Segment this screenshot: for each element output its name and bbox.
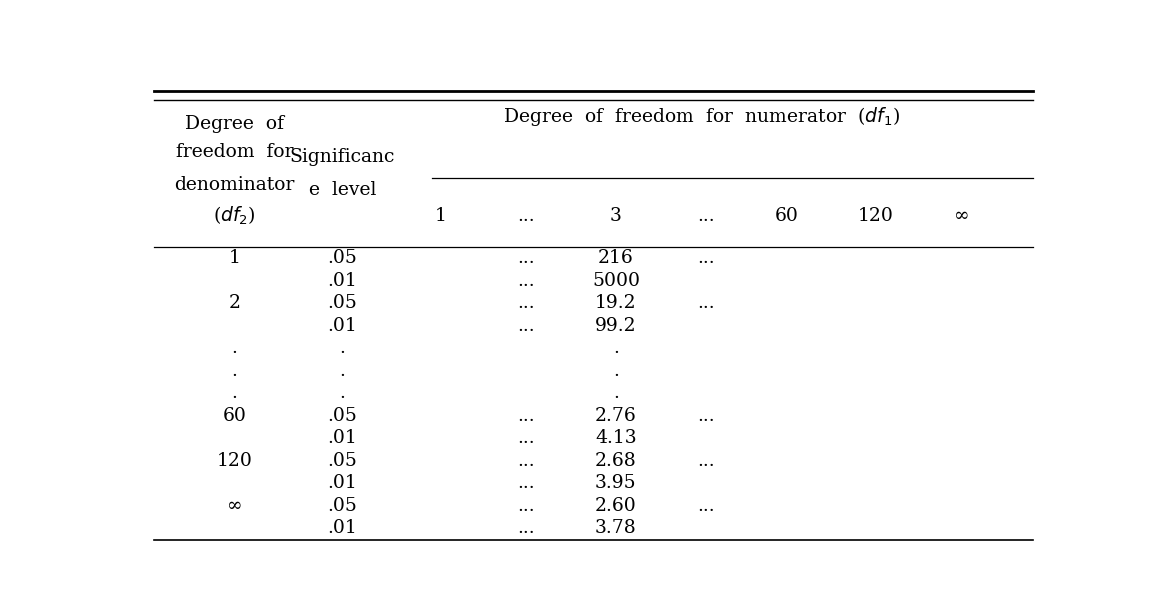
Text: 3: 3	[610, 207, 622, 225]
Text: .: .	[232, 362, 237, 380]
Text: .: .	[232, 339, 237, 357]
Text: 1: 1	[435, 207, 447, 225]
Text: 120: 120	[858, 207, 894, 225]
Text: 2.68: 2.68	[595, 452, 637, 470]
Text: ...: ...	[518, 249, 535, 267]
Text: 2: 2	[228, 294, 241, 312]
Text: 60: 60	[222, 407, 247, 425]
Text: .01: .01	[328, 317, 357, 335]
Text: .: .	[613, 384, 618, 402]
Text: freedom  for: freedom for	[176, 143, 293, 161]
Text: 1: 1	[228, 249, 241, 267]
Text: ...: ...	[697, 249, 714, 267]
Text: .: .	[339, 362, 345, 380]
Text: ...: ...	[518, 407, 535, 425]
Text: ...: ...	[518, 429, 535, 447]
Text: ∞: ∞	[227, 497, 242, 515]
Text: .05: .05	[328, 249, 357, 267]
Text: .: .	[339, 339, 345, 357]
Text: ...: ...	[697, 207, 714, 225]
Text: ...: ...	[518, 452, 535, 470]
Text: ...: ...	[518, 497, 535, 515]
Text: 4.13: 4.13	[595, 429, 637, 447]
Text: Degree  of: Degree of	[185, 115, 284, 132]
Text: .01: .01	[328, 474, 357, 492]
Text: .05: .05	[328, 407, 357, 425]
Text: 99.2: 99.2	[595, 317, 637, 335]
Text: .: .	[339, 384, 345, 402]
Text: 2.60: 2.60	[595, 497, 637, 515]
Text: 5000: 5000	[592, 272, 640, 290]
Text: ...: ...	[697, 497, 714, 515]
Text: e  level: e level	[308, 181, 376, 199]
Text: 3.78: 3.78	[595, 519, 637, 537]
Text: ...: ...	[518, 317, 535, 335]
Text: 216: 216	[598, 249, 633, 267]
Text: ($df_2$): ($df_2$)	[213, 205, 256, 227]
Text: Degree  of  freedom  for  numerator  ($df_1$): Degree of freedom for numerator ($df_1$)	[503, 105, 900, 128]
Text: .05: .05	[328, 294, 357, 312]
Text: .: .	[613, 339, 618, 357]
Text: 3.95: 3.95	[595, 474, 637, 492]
Text: .01: .01	[328, 429, 357, 447]
Text: Significanc: Significanc	[290, 148, 395, 166]
Text: ...: ...	[697, 294, 714, 312]
Text: 60: 60	[775, 207, 798, 225]
Text: 19.2: 19.2	[595, 294, 637, 312]
Text: ...: ...	[518, 272, 535, 290]
Text: denominator: denominator	[175, 176, 294, 195]
Text: ...: ...	[518, 519, 535, 537]
Text: ...: ...	[697, 452, 714, 470]
Text: ...: ...	[518, 294, 535, 312]
Text: ...: ...	[697, 407, 714, 425]
Text: ...: ...	[518, 474, 535, 492]
Text: .05: .05	[328, 497, 357, 515]
Text: .05: .05	[328, 452, 357, 470]
Text: .01: .01	[328, 272, 357, 290]
Text: 2.76: 2.76	[595, 407, 637, 425]
Text: ∞: ∞	[954, 207, 969, 225]
Text: .: .	[232, 384, 237, 402]
Text: .01: .01	[328, 519, 357, 537]
Text: 120: 120	[217, 452, 252, 470]
Text: ...: ...	[518, 207, 535, 225]
Text: .: .	[613, 362, 618, 380]
